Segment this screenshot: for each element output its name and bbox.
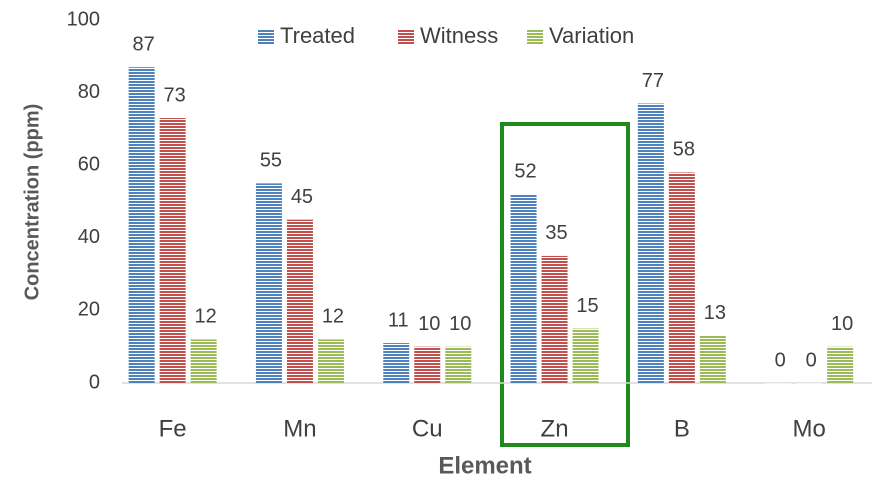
x-tick-label: Cu <box>412 415 443 442</box>
bar <box>190 339 217 383</box>
y-tick-label: 40 <box>78 226 100 248</box>
data-label: 0 <box>806 349 817 371</box>
data-label: 77 <box>642 70 664 92</box>
bar <box>668 172 695 383</box>
bar <box>286 219 313 383</box>
bar <box>796 383 823 384</box>
data-label: 73 <box>164 84 186 106</box>
bar <box>445 346 472 383</box>
data-label: 55 <box>260 150 282 172</box>
bar <box>317 339 344 383</box>
legend-swatch <box>527 29 543 45</box>
data-label: 35 <box>545 222 567 244</box>
bar <box>699 335 726 383</box>
data-label: 0 <box>775 349 786 371</box>
x-axis-title: Element <box>438 452 531 479</box>
legend-label: Witness <box>420 23 498 48</box>
legend-label: Treated <box>280 23 355 48</box>
x-tick-label: Fe <box>159 415 187 442</box>
data-label: 10 <box>418 313 440 335</box>
data-label: 12 <box>322 306 344 328</box>
highlight-box <box>500 122 630 447</box>
y-tick-label: 80 <box>78 81 100 103</box>
bar <box>637 103 664 384</box>
bar <box>414 346 441 383</box>
data-label: 58 <box>673 139 695 161</box>
data-label: 10 <box>831 313 853 335</box>
legend-swatch <box>398 29 414 45</box>
data-label: 45 <box>291 186 313 208</box>
bar <box>383 343 410 383</box>
legend-swatch <box>258 29 274 45</box>
y-tick-label: 60 <box>78 153 100 175</box>
bar <box>128 67 155 383</box>
x-tick-label: Mo <box>792 415 825 442</box>
bar <box>765 383 792 384</box>
bar <box>510 194 537 383</box>
data-label: 52 <box>514 161 536 183</box>
y-axis-title: Concentration (ppm) <box>21 104 43 301</box>
y-tick-label: 100 <box>67 8 100 30</box>
bar <box>159 118 186 383</box>
data-label: 15 <box>576 295 598 317</box>
data-label: 13 <box>704 302 726 324</box>
bar <box>541 255 568 383</box>
data-label: 11 <box>388 309 409 331</box>
x-tick-label: Mn <box>283 415 316 442</box>
data-label: 12 <box>195 306 217 328</box>
bar <box>572 328 599 383</box>
x-tick-label: Zn <box>541 415 569 442</box>
bar <box>827 346 854 383</box>
y-tick-label: 0 <box>89 371 100 393</box>
y-tick-label: 20 <box>78 299 100 321</box>
data-label: 87 <box>133 33 155 55</box>
legend-label: Variation <box>549 23 634 48</box>
data-label: 10 <box>449 313 471 335</box>
x-tick-label: B <box>674 415 690 442</box>
bar <box>255 183 282 383</box>
